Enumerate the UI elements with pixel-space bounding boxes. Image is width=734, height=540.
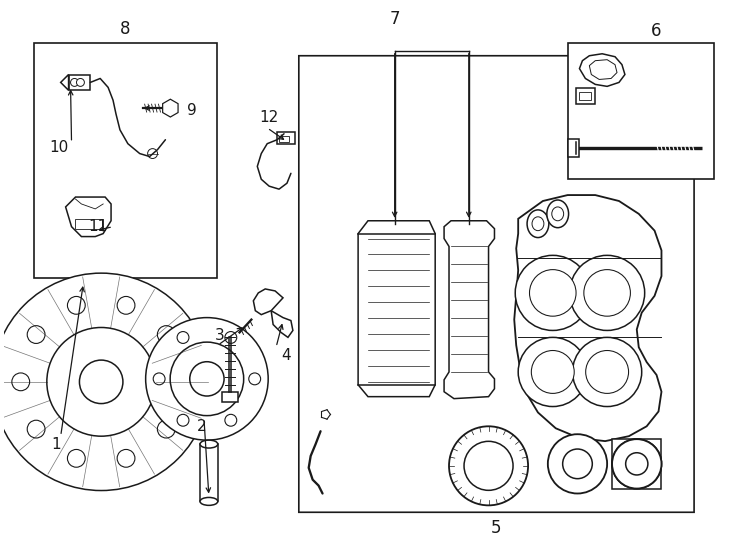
Text: 5: 5: [491, 519, 502, 537]
Circle shape: [612, 439, 661, 489]
Circle shape: [449, 426, 528, 505]
Circle shape: [0, 273, 210, 490]
Circle shape: [586, 350, 628, 394]
Ellipse shape: [552, 207, 564, 221]
Circle shape: [177, 332, 189, 343]
Circle shape: [170, 342, 244, 416]
Circle shape: [153, 373, 165, 385]
Bar: [579, 92, 592, 100]
Circle shape: [47, 327, 156, 436]
Polygon shape: [358, 221, 435, 397]
Circle shape: [625, 453, 648, 475]
Polygon shape: [65, 197, 111, 237]
Polygon shape: [271, 310, 293, 338]
Polygon shape: [444, 221, 495, 399]
Polygon shape: [589, 60, 617, 79]
Ellipse shape: [200, 440, 218, 448]
Circle shape: [70, 78, 79, 86]
Text: 3: 3: [215, 328, 225, 343]
Ellipse shape: [547, 200, 569, 228]
Circle shape: [612, 439, 661, 489]
Circle shape: [548, 434, 607, 494]
Circle shape: [225, 414, 237, 426]
Circle shape: [464, 441, 513, 490]
Bar: [277, 132, 295, 144]
Text: 9: 9: [187, 103, 197, 118]
Polygon shape: [579, 54, 625, 86]
Circle shape: [584, 269, 631, 316]
Bar: [200, 444, 218, 502]
Circle shape: [76, 78, 84, 86]
Circle shape: [570, 255, 644, 330]
Bar: [279, 136, 289, 141]
Polygon shape: [163, 99, 178, 117]
Circle shape: [68, 296, 85, 314]
Text: 4: 4: [281, 348, 291, 363]
Circle shape: [563, 449, 592, 478]
Bar: [567, 139, 579, 157]
Text: 12: 12: [260, 111, 279, 125]
Text: 8: 8: [120, 20, 131, 38]
Polygon shape: [299, 56, 694, 512]
Text: 11: 11: [89, 219, 108, 234]
Circle shape: [117, 449, 135, 467]
Text: 6: 6: [651, 22, 662, 40]
Text: 7: 7: [390, 10, 400, 28]
Bar: [612, 439, 661, 489]
Circle shape: [157, 326, 175, 343]
Circle shape: [529, 269, 576, 316]
Circle shape: [515, 255, 590, 330]
Ellipse shape: [532, 217, 544, 231]
Circle shape: [177, 414, 189, 426]
Circle shape: [27, 420, 45, 438]
Circle shape: [145, 318, 268, 440]
Bar: [222, 392, 238, 402]
Ellipse shape: [527, 210, 549, 238]
Circle shape: [157, 420, 175, 438]
Bar: [68, 75, 90, 90]
Bar: [76, 219, 103, 228]
Circle shape: [117, 296, 135, 314]
Circle shape: [190, 362, 224, 396]
Text: 10: 10: [49, 140, 68, 155]
Polygon shape: [515, 195, 661, 441]
Circle shape: [68, 449, 85, 467]
Text: 1: 1: [51, 436, 60, 451]
Circle shape: [12, 373, 29, 391]
Circle shape: [27, 326, 45, 343]
Polygon shape: [61, 75, 68, 90]
Polygon shape: [253, 289, 283, 315]
Bar: [34, 43, 217, 278]
Circle shape: [225, 332, 237, 343]
Bar: [575, 89, 595, 104]
Ellipse shape: [200, 497, 218, 505]
Circle shape: [148, 148, 158, 159]
Text: 2: 2: [197, 419, 207, 434]
Circle shape: [249, 373, 261, 385]
Circle shape: [531, 350, 574, 394]
Circle shape: [172, 373, 191, 391]
Bar: [567, 43, 714, 179]
Circle shape: [518, 338, 587, 407]
Circle shape: [79, 360, 123, 403]
Circle shape: [573, 338, 642, 407]
